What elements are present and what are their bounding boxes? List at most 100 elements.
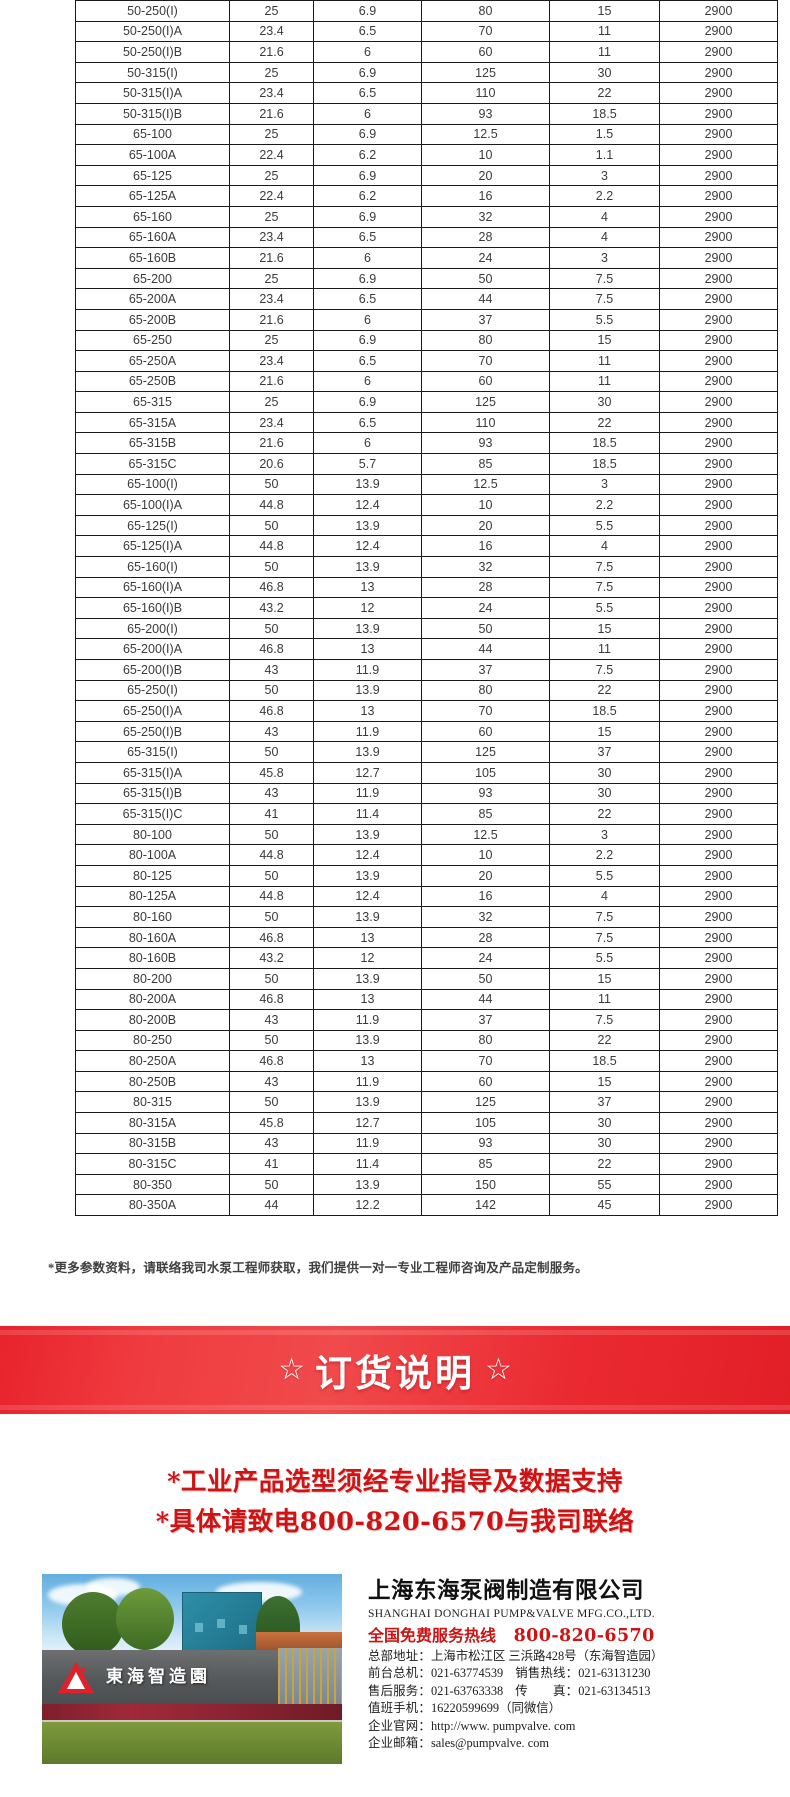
cell-value: 50 — [421, 267, 550, 290]
cell-value: 11.9 — [313, 1009, 422, 1031]
contact-label: 企业邮箱： — [368, 1736, 431, 1751]
cell-model: 65-315A — [75, 411, 230, 434]
cell-value: 2900 — [659, 329, 778, 352]
cell-value: 2900 — [659, 20, 778, 43]
table-row: 65-250A 23.4 6.5 70 11 2900 — [75, 350, 778, 372]
cell-value: 32 — [421, 556, 550, 578]
cell-value: 6.9 — [313, 61, 422, 84]
banner-title: 订货说明 — [315, 1352, 475, 1396]
cell-value: 24 — [421, 597, 550, 619]
table-row: 65-160(I) 50 13.9 32 7.5 2900 — [75, 556, 778, 578]
cell-value: 30 — [549, 782, 660, 805]
table-row: 65-250(I)A 46.8 13 70 18.5 2900 — [75, 700, 778, 722]
cell-value: 70 — [421, 1050, 550, 1072]
table-row: 65-100(I) 50 13.9 12.5 3 2900 — [75, 473, 778, 496]
cell-value: 50 — [229, 823, 314, 846]
cell-value: 70 — [421, 700, 550, 722]
cell-value: 22.4 — [229, 185, 314, 207]
cell-value: 110 — [421, 82, 550, 104]
table-row: 80-200A 46.8 13 44 11 2900 — [75, 988, 778, 1011]
cell-value: 6.5 — [313, 288, 422, 310]
cell-value: 12 — [313, 947, 422, 969]
cell-value: 15 — [549, 967, 660, 990]
table-row: 80-350A 44 12.2 142 45 2900 — [75, 1194, 778, 1217]
table-row: 65-200 25 6.9 50 7.5 2900 — [75, 267, 778, 290]
cell-value: 2900 — [659, 205, 778, 228]
cell-value: 23.4 — [229, 226, 314, 249]
cell-model: 50-250(I)A — [75, 20, 230, 43]
table-row: 65-250(I) 50 13.9 80 22 2900 — [75, 679, 778, 702]
cell-value: 50 — [229, 514, 314, 537]
cell-value: 12.2 — [313, 1194, 422, 1217]
cell-value: 46.8 — [229, 1050, 314, 1072]
cell-value: 10 — [421, 144, 550, 166]
cell-value: 93 — [421, 432, 550, 455]
table-row: 65-160A 23.4 6.5 28 4 2900 — [75, 226, 778, 249]
table-row: 65-250 25 6.9 80 15 2900 — [75, 329, 778, 352]
table-row: 50-250(I) 25 6.9 80 15 2900 — [75, 0, 778, 22]
cell-value: 4 — [549, 205, 660, 228]
cell-value: 2900 — [659, 885, 778, 908]
company-contact-line: 总部地址：上海市松江区 三浜路428号（东海智造园） — [368, 1648, 770, 1665]
cell-value: 125 — [421, 391, 550, 413]
table-row: 80-200B 43 11.9 37 7.5 2900 — [75, 1009, 778, 1031]
cell-value: 2900 — [659, 679, 778, 702]
cell-value: 22 — [549, 82, 660, 104]
cell-model: 65-160A — [75, 226, 230, 249]
cell-value: 6 — [313, 102, 422, 125]
cell-model: 65-250A — [75, 350, 230, 372]
cell-value: 13.9 — [313, 967, 422, 990]
table-row: 80-100 50 13.9 12.5 3 2900 — [75, 823, 778, 846]
cell-value: 6 — [313, 370, 422, 393]
cell-value: 2900 — [659, 926, 778, 949]
cell-value: 12.5 — [421, 823, 550, 846]
cell-model: 65-250(I) — [75, 679, 230, 702]
table-row: 65-100A 22.4 6.2 10 1.1 2900 — [75, 144, 778, 166]
cell-value: 13.9 — [313, 741, 422, 763]
hotline-number: 800-820-6570 — [513, 1626, 655, 1647]
cell-model: 80-160B — [75, 947, 230, 969]
table-row: 80-250B 43 11.9 60 15 2900 — [75, 1070, 778, 1093]
cell-value: 60 — [421, 720, 550, 743]
cell-value: 11 — [549, 41, 660, 63]
cell-value: 2900 — [659, 411, 778, 434]
contact-value: 021-63763338 — [430, 1683, 504, 1698]
cell-value: 44.8 — [229, 885, 314, 908]
cell-model: 65-250(I)B — [75, 720, 230, 743]
table-row: 65-315(I)B 43 11.9 93 30 2900 — [75, 782, 778, 805]
cell-model: 65-160 — [75, 205, 230, 228]
cell-value: 2900 — [659, 473, 778, 496]
cell-value: 5.5 — [549, 597, 660, 619]
cell-value: 2900 — [659, 638, 778, 660]
contact-label: 售后服务： — [368, 1683, 431, 1698]
cell-model: 50-315(I)A — [75, 82, 230, 104]
cell-value: 2900 — [659, 967, 778, 990]
cell-value: 2900 — [659, 803, 778, 825]
cell-value: 7.5 — [549, 288, 660, 310]
cell-value: 2900 — [659, 494, 778, 516]
cell-value: 13 — [313, 638, 422, 660]
cell-model: 65-160(I)A — [75, 576, 230, 599]
cell-value: 50 — [229, 679, 314, 702]
cell-value: 2900 — [659, 453, 778, 475]
table-row: 80-125 50 13.9 20 5.5 2900 — [75, 864, 778, 887]
table-row: 65-100(I)A 44.8 12.4 10 2.2 2900 — [75, 494, 778, 516]
cell-value: 2900 — [659, 700, 778, 722]
cell-value: 43.2 — [229, 947, 314, 969]
cell-value: 32 — [421, 906, 550, 928]
cell-value: 43 — [229, 1132, 314, 1155]
cell-value: 28 — [421, 926, 550, 949]
table-row: 80-160B 43.2 12 24 5.5 2900 — [75, 947, 778, 969]
cell-model: 65-315B — [75, 432, 230, 455]
star-right-icon: ☆ — [485, 1353, 512, 1387]
table-row: 80-315C 41 11.4 85 22 2900 — [75, 1153, 778, 1175]
table-row: 50-315(I)A 23.4 6.5 110 22 2900 — [75, 82, 778, 104]
cell-model: 80-200A — [75, 988, 230, 1011]
cell-value: 15 — [549, 329, 660, 352]
cell-value: 6 — [313, 432, 422, 455]
cell-model: 65-315(I)B — [75, 782, 230, 805]
cell-value: 2900 — [659, 185, 778, 207]
table-row: 80-125A 44.8 12.4 16 4 2900 — [75, 885, 778, 908]
cell-value: 23.4 — [229, 82, 314, 104]
table-row: 80-160 50 13.9 32 7.5 2900 — [75, 906, 778, 928]
